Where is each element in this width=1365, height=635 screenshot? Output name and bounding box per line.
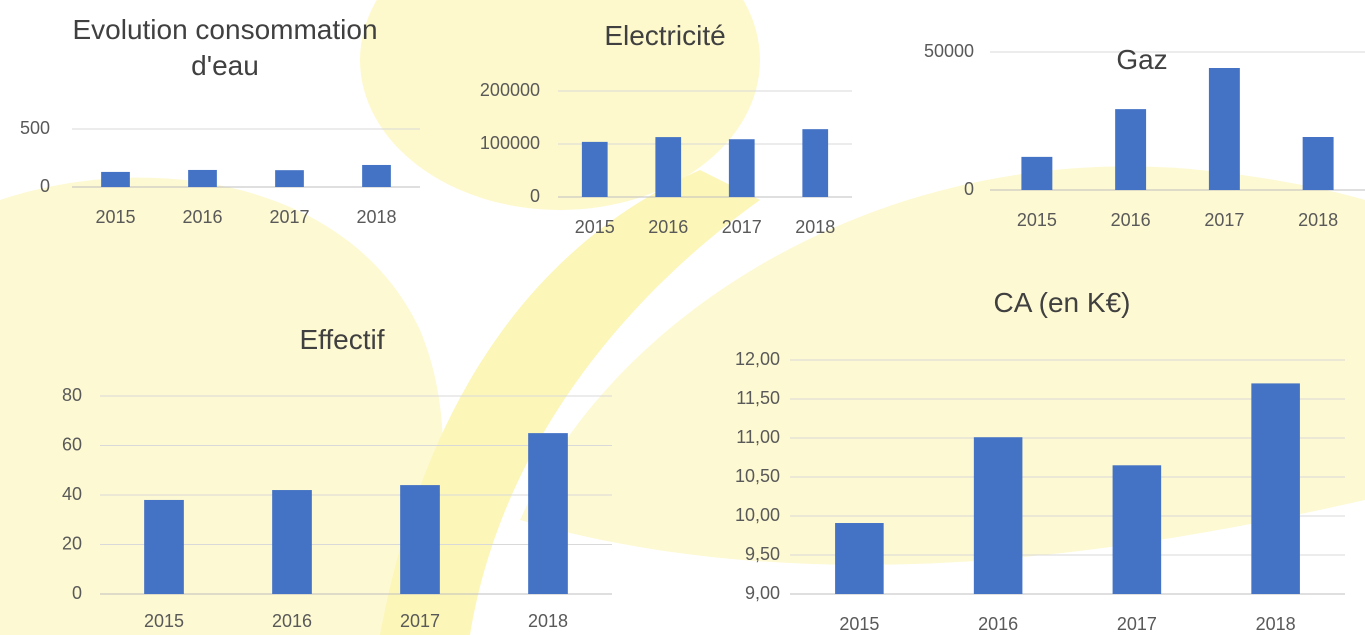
bar <box>275 170 304 187</box>
y-tick-label: 60 <box>62 434 82 454</box>
bar <box>272 490 312 594</box>
y-tick-label: 11,00 <box>736 427 780 447</box>
x-tick-label: 2018 <box>1256 614 1296 634</box>
bar <box>144 500 184 594</box>
x-tick-label: 2017 <box>269 207 309 227</box>
x-tick-label: 2015 <box>144 611 184 631</box>
y-tick-label: 11,50 <box>736 388 780 408</box>
bar <box>835 523 884 594</box>
x-tick-label: 2018 <box>528 611 568 631</box>
x-tick-label: 2018 <box>795 217 835 237</box>
chart-title: Effectif <box>192 322 492 358</box>
bar <box>729 139 755 197</box>
x-tick-label: 2015 <box>95 207 135 227</box>
x-tick-label: 2015 <box>575 217 615 237</box>
x-tick-label: 2016 <box>978 614 1018 634</box>
y-tick-label: 20 <box>62 533 82 553</box>
y-tick-label: 0 <box>964 179 974 199</box>
chart-title: CA (en K€) <box>912 285 1212 321</box>
x-tick-label: 2017 <box>400 611 440 631</box>
y-tick-label: 12,00 <box>735 349 780 369</box>
chart-title: Evolution consommation d'eau <box>45 12 405 84</box>
bar <box>1209 68 1240 190</box>
bar <box>362 165 391 187</box>
x-tick-label: 2017 <box>1117 614 1157 634</box>
y-tick-label: 100000 <box>480 133 540 153</box>
y-tick-label: 9,50 <box>745 544 780 564</box>
bar <box>1113 465 1162 594</box>
bar <box>802 129 828 197</box>
x-tick-label: 2016 <box>648 217 688 237</box>
x-tick-label: 2018 <box>356 207 396 227</box>
x-tick-label: 2015 <box>839 614 879 634</box>
y-tick-label: 40 <box>62 484 82 504</box>
bar <box>582 142 608 197</box>
bar <box>1251 383 1300 594</box>
y-tick-label: 50000 <box>924 41 974 61</box>
y-tick-label: 9,00 <box>745 583 780 603</box>
bar <box>101 172 130 187</box>
bar <box>528 433 568 594</box>
x-tick-label: 2017 <box>722 217 762 237</box>
y-tick-label: 10,00 <box>735 505 780 525</box>
y-tick-label: 500 <box>20 118 50 138</box>
y-tick-label: 200000 <box>480 80 540 100</box>
y-tick-label: 0 <box>40 176 50 196</box>
chart-title: Electricité <box>515 18 815 54</box>
bar <box>1115 109 1146 190</box>
y-tick-label: 0 <box>530 186 540 206</box>
y-tick-label: 80 <box>62 385 82 405</box>
x-tick-label: 2018 <box>1298 210 1338 230</box>
x-tick-label: 2017 <box>1204 210 1244 230</box>
page: {"chart_data": [ {"type": "bar", "title"… <box>0 0 1365 635</box>
leaf <box>0 178 443 635</box>
bar <box>1303 137 1334 190</box>
bar <box>188 170 217 187</box>
bar <box>655 137 681 197</box>
chart-title: Gaz <box>1042 42 1242 78</box>
y-tick-label: 0 <box>72 583 82 603</box>
x-tick-label: 2015 <box>1017 210 1057 230</box>
x-tick-label: 2016 <box>1111 210 1151 230</box>
y-tick-label: 10,50 <box>735 466 780 486</box>
x-tick-label: 2016 <box>182 207 222 227</box>
bar <box>974 437 1023 594</box>
bar <box>1021 157 1052 190</box>
x-tick-label: 2016 <box>272 611 312 631</box>
bar <box>400 485 440 594</box>
